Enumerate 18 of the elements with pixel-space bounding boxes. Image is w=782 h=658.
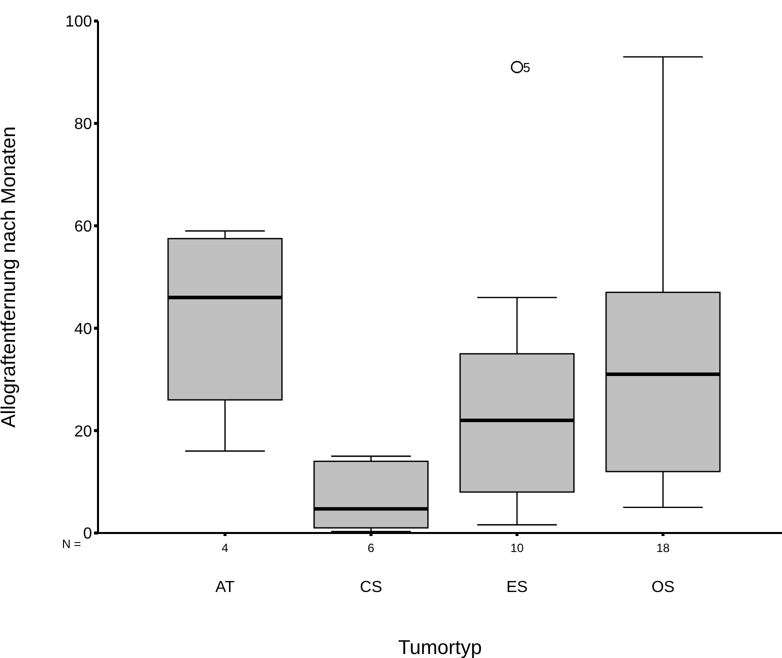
annotation: 6 xyxy=(368,541,375,555)
y-tick-label: 100 xyxy=(65,14,92,31)
annotation: 10 xyxy=(510,541,524,555)
x-axis-title: Tumortyp xyxy=(398,637,482,658)
y-tick-label: 80 xyxy=(74,116,92,134)
x-tick-label: OS xyxy=(651,579,675,596)
y-tick-label: 0 xyxy=(83,526,92,543)
annotation: 18 xyxy=(656,541,670,555)
y-axis-title: Allograftentfernung nach Monaten xyxy=(0,126,20,428)
y-tick-label: 40 xyxy=(74,320,92,338)
annotation: 5 xyxy=(523,60,530,76)
x-tick-label: ES xyxy=(506,579,528,596)
x-tick-label: AT xyxy=(215,579,235,596)
annotation: 4 xyxy=(222,541,229,555)
text: N = xyxy=(62,537,82,551)
y-tick-label: 20 xyxy=(74,423,92,440)
y-tick-label: 60 xyxy=(74,218,92,236)
x-tick-label: CS xyxy=(360,579,382,596)
